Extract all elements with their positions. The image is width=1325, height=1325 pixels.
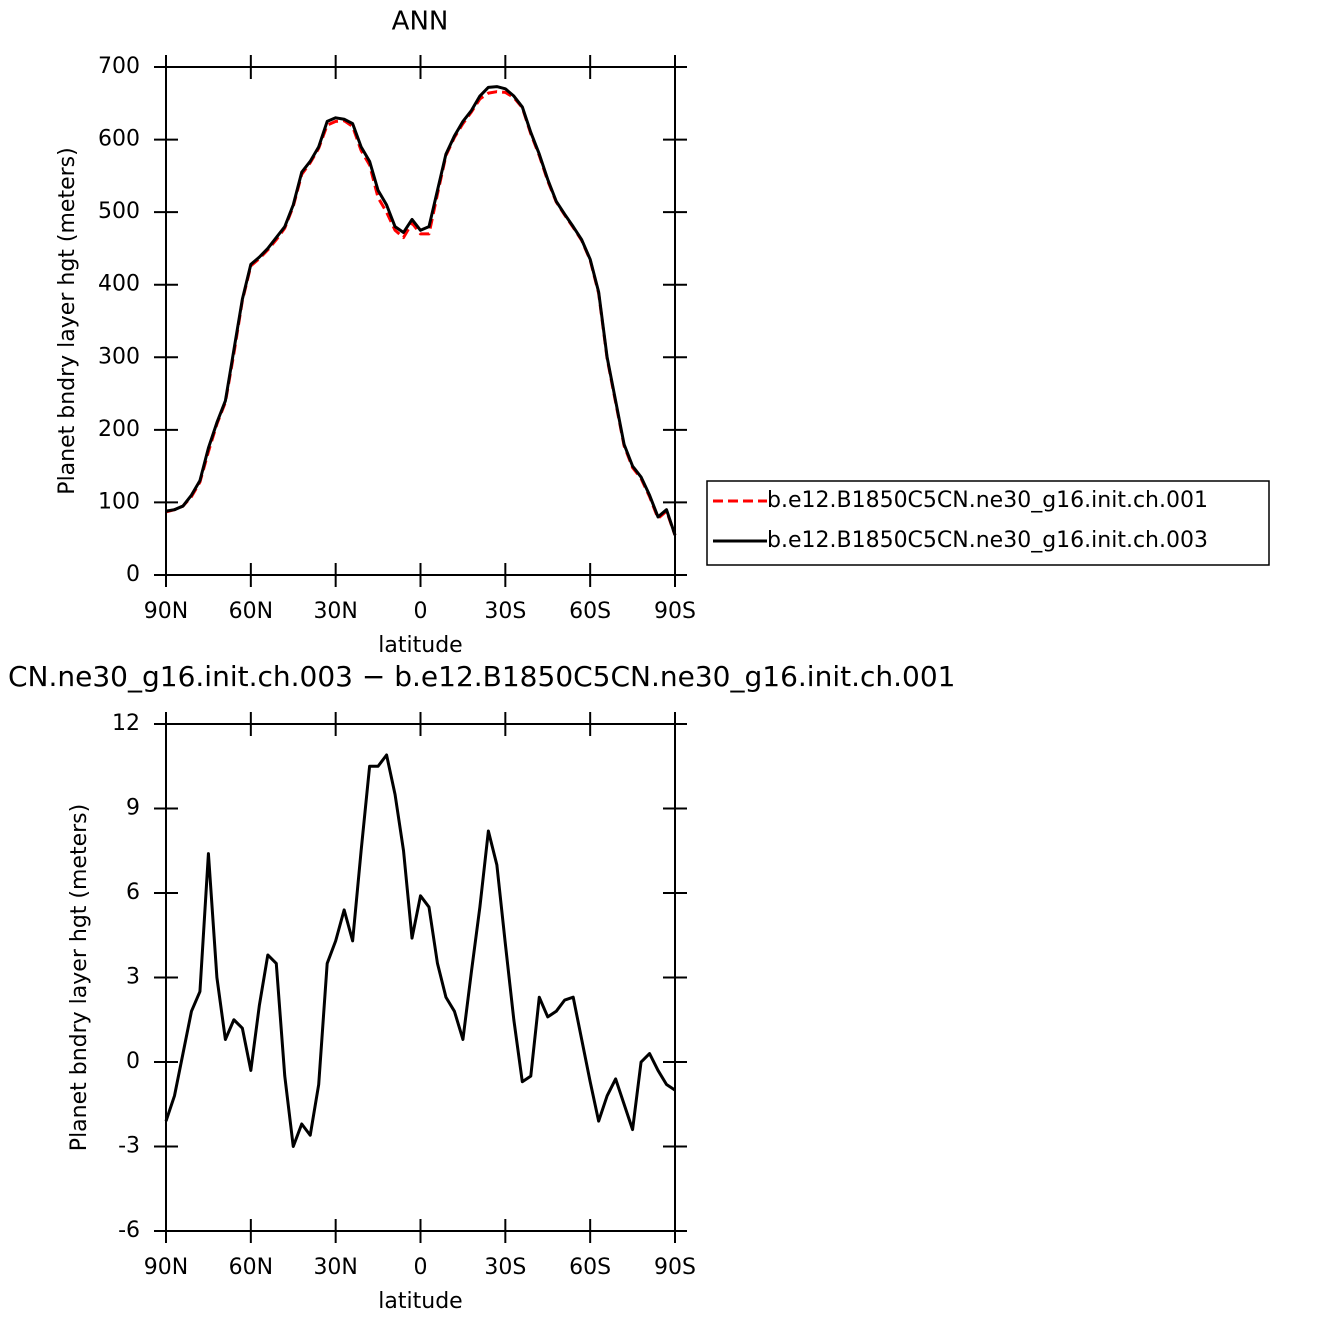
x-tick-label: 30N <box>313 1255 357 1280</box>
plot-frame <box>165 723 676 1232</box>
chart-title: CN.ne30_g16.init.ch.003 − b.e12.B1850C5C… <box>8 660 955 693</box>
y-tick-label: 400 <box>98 272 140 297</box>
chart-title: ANN <box>392 7 449 37</box>
x-tick-label: 90N <box>144 599 188 624</box>
y-tick-label: 200 <box>98 417 140 442</box>
y-tick-label: -3 <box>118 1134 140 1159</box>
x-tick-label: 0 <box>414 599 428 624</box>
legend-box <box>706 480 1270 566</box>
x-tick-label: 30S <box>484 599 526 624</box>
y-tick-label: 700 <box>98 54 140 79</box>
x-tick-label: 60N <box>229 1255 273 1280</box>
y-tick-label: 300 <box>98 344 140 369</box>
y-tick-label: 0 <box>126 562 140 587</box>
legend-label: b.e12.B1850C5CN.ne30_g16.init.ch.001 <box>767 488 1208 513</box>
y-axis-label: Planet bndry layer hgt (meters) <box>55 147 80 494</box>
y-tick-label: 0 <box>126 1049 140 1074</box>
x-tick-label: 60S <box>569 599 611 624</box>
y-tick-label: 600 <box>98 127 140 152</box>
y-tick-label: 500 <box>98 199 140 224</box>
x-tick-label: 60S <box>569 1255 611 1280</box>
y-tick-label: 12 <box>112 711 140 736</box>
y-tick-label: -6 <box>118 1218 140 1243</box>
y-tick-label: 100 <box>98 489 140 514</box>
x-tick-label: 90S <box>654 599 696 624</box>
data-line <box>164 753 676 1148</box>
plot-frame <box>165 66 676 576</box>
data-line <box>165 90 677 536</box>
x-tick-label: 90N <box>144 1255 188 1280</box>
x-tick-label: 30S <box>484 1255 526 1280</box>
y-tick-label: 9 <box>126 796 140 821</box>
legend-label: b.e12.B1850C5CN.ne30_g16.init.ch.003 <box>767 528 1208 553</box>
y-tick-label: 3 <box>126 965 140 990</box>
y-axis-label: Planet bndry layer hgt (meters) <box>67 804 92 1151</box>
x-tick-label: 30N <box>313 599 357 624</box>
data-line <box>165 85 677 536</box>
x-tick-label: 60N <box>229 599 273 624</box>
x-axis-label: latitude <box>378 633 462 658</box>
x-axis-label: latitude <box>378 1289 462 1314</box>
x-tick-label: 90S <box>654 1255 696 1280</box>
y-tick-label: 6 <box>126 880 140 905</box>
x-tick-label: 0 <box>414 1255 428 1280</box>
